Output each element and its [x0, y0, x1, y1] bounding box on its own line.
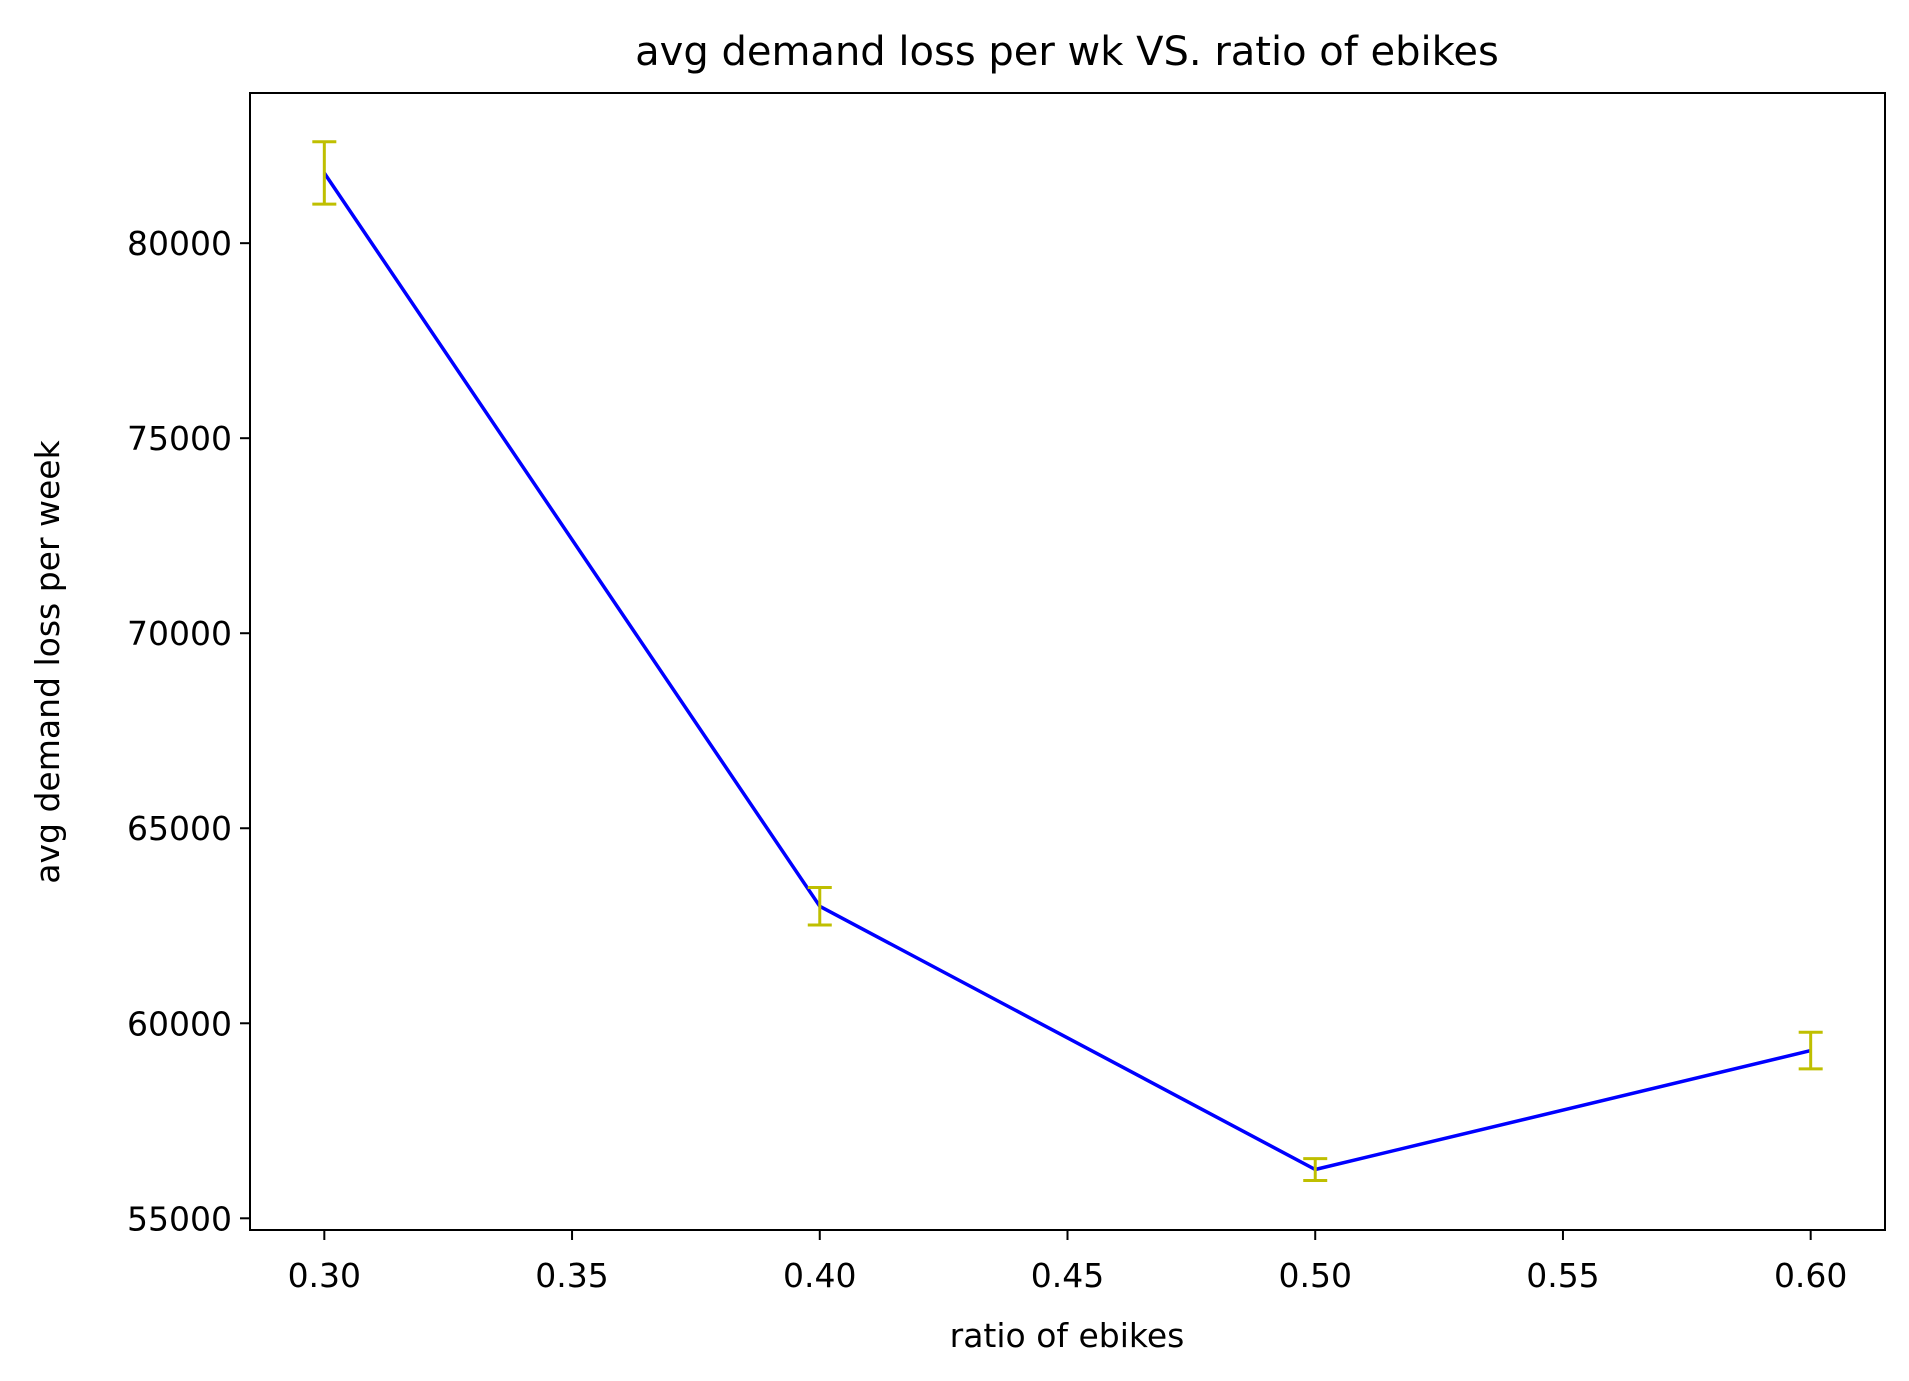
x-tick-label: 0.55	[1526, 1256, 1599, 1295]
y-tick-label: 75000	[127, 419, 232, 458]
plot-area: 0.30 0.35 0.40 0.45 0.50 0.55 0.60 55000 60000 65…	[127, 92, 1886, 1295]
x-tick-label: 0.50	[1278, 1256, 1351, 1295]
x-axis-label: ratio of ebikes	[950, 1316, 1185, 1355]
error-bar	[312, 140, 337, 206]
series-line	[322, 172, 1812, 1172]
error-bar	[1303, 1157, 1328, 1182]
error-bar	[1798, 1030, 1823, 1071]
y-axis-label: avg demand loss per week	[28, 439, 67, 883]
error-bar	[807, 886, 832, 927]
plot-frame	[249, 92, 1886, 1231]
y-tick-label: 70000	[127, 614, 232, 653]
x-tick-label: 0.30	[288, 1256, 361, 1295]
x-tick-label: 0.40	[783, 1256, 856, 1295]
chart-title: avg demand loss per wk VS. ratio of ebik…	[635, 29, 1499, 75]
x-tick-label: 0.60	[1774, 1256, 1847, 1295]
x-tick-label: 0.45	[1031, 1256, 1104, 1295]
y-tick-label: 80000	[127, 224, 232, 263]
y-tick-label: 65000	[127, 809, 232, 848]
y-tick-label: 55000	[127, 1199, 232, 1238]
y-tick-label: 60000	[127, 1004, 232, 1043]
x-tick-label: 0.35	[535, 1256, 608, 1295]
